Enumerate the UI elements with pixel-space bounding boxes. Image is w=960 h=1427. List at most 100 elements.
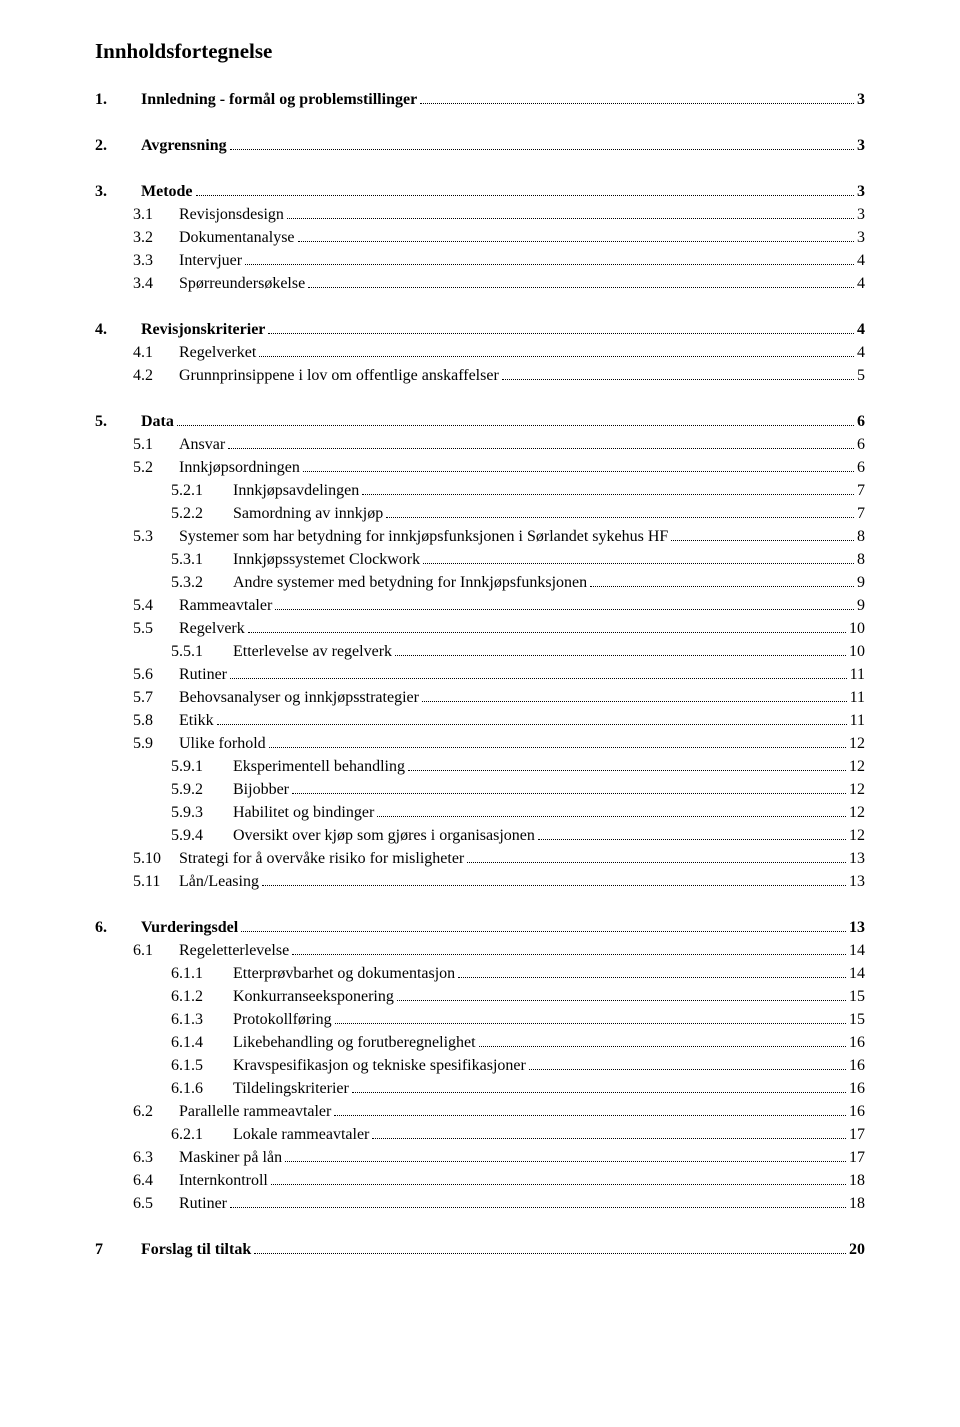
toc-entry-number: 4.2 (133, 366, 171, 386)
toc-leader-dots (467, 862, 846, 863)
toc-entry-number: 6.1.6 (171, 1079, 225, 1099)
toc-leader-dots (422, 701, 847, 702)
toc-entry: 6.Vurderingsdel13 (95, 918, 865, 938)
toc-entry: 1.Innledning - formål og problemstilling… (95, 90, 865, 110)
toc-entry-label: Rammeavtaler (171, 596, 272, 616)
toc-entry-page: 4 (857, 251, 865, 271)
toc-entry-label: Avgrensning (133, 136, 227, 156)
toc-entry-number: 3. (95, 182, 133, 202)
toc-section: 1.Innledning - formål og problemstilling… (95, 90, 865, 110)
toc-leader-dots (228, 448, 854, 449)
toc-section: 2.Avgrensning3 (95, 136, 865, 156)
toc-entry-page: 17 (849, 1148, 865, 1168)
toc-entry: 5.3.2Andre systemer med betydning for In… (95, 573, 865, 593)
toc-entry-label: Tildelingskriterier (225, 1079, 349, 1099)
toc-section: 5.Data 6 5.1Ansvar6 5.2Innkjøpsordningen6 5.… (95, 412, 865, 892)
toc-entry-label: Regelverk (171, 619, 245, 639)
toc-entry: 4.1Regelverket4 (95, 343, 865, 363)
toc-entry-number: 5.2.2 (171, 504, 225, 524)
toc-entry: 5.2.1Innkjøpsavdelingen7 (95, 481, 865, 501)
toc-entry-label: Regelverket (171, 343, 256, 363)
toc-entry-label: Innledning - formål og problemstillinger (133, 90, 417, 110)
toc-entry-number: 5.5 (133, 619, 171, 639)
toc-leader-dots (287, 218, 854, 219)
toc-entry-label: Innkjøpssystemet Clockwork (225, 550, 420, 570)
toc-leader-dots (275, 609, 854, 610)
toc-leader-dots (386, 517, 854, 518)
toc-entry-page: 4 (857, 320, 865, 340)
toc-entry-number: 6.1.2 (171, 987, 225, 1007)
toc-entry-page: 7 (857, 504, 865, 524)
toc-entry-number: 3.4 (133, 274, 171, 294)
toc-entry: 5.3.1Innkjøpssystemet Clockwork8 (95, 550, 865, 570)
toc-entry: 6.5Rutiner18 (95, 1194, 865, 1214)
toc-entry-page: 7 (857, 481, 865, 501)
toc-leader-dots (230, 678, 847, 679)
toc-entry-number: 5. (95, 412, 133, 432)
toc-entry-label: Parallelle rammeavtaler (171, 1102, 331, 1122)
toc-entry-page: 6 (857, 458, 865, 478)
toc-entry-label: Ulike forhold (171, 734, 266, 754)
toc-entry-number: 5.11 (133, 872, 171, 892)
toc-leader-dots (479, 1046, 846, 1047)
toc-entry: 5.8Etikk11 (95, 711, 865, 731)
toc-leader-dots (230, 1207, 846, 1208)
toc-entry-page: 16 (849, 1102, 865, 1122)
toc-entry: 3.2Dokumentanalyse3 (95, 228, 865, 248)
toc-entry-number: 2. (95, 136, 133, 156)
table-of-contents: 1.Innledning - formål og problemstilling… (95, 90, 865, 1260)
toc-entry-page: 10 (849, 619, 865, 639)
toc-entry: 5.2.2Samordning av innkjøp 7 (95, 504, 865, 524)
toc-entry: 5.9.1Eksperimentell behandling12 (95, 757, 865, 777)
toc-entry-page: 9 (857, 596, 865, 616)
toc-leader-dots (298, 241, 854, 242)
toc-leader-dots (362, 494, 854, 495)
toc-entry-label: Data (133, 412, 174, 432)
toc-entry-number: 1. (95, 90, 133, 110)
toc-entry-page: 17 (849, 1125, 865, 1145)
toc-entry-label: Oversikt over kjøp som gjøres i organisa… (225, 826, 535, 846)
toc-entry-number: 3.3 (133, 251, 171, 271)
toc-entry-page: 14 (849, 964, 865, 984)
toc-entry-number: 3.2 (133, 228, 171, 248)
toc-entry-page: 11 (850, 665, 865, 685)
toc-entry-label: Vurderingsdel (133, 918, 238, 938)
toc-leader-dots (196, 195, 854, 196)
toc-entry: 4.Revisjonskriterier4 (95, 320, 865, 340)
toc-entry-page: 12 (849, 803, 865, 823)
toc-entry: 5.2Innkjøpsordningen6 (95, 458, 865, 478)
toc-leader-dots (303, 471, 854, 472)
toc-entry-page: 10 (849, 642, 865, 662)
toc-entry: 6.1Regeletterlevelse14 (95, 941, 865, 961)
toc-entry-page: 4 (857, 343, 865, 363)
toc-entry-page: 9 (857, 573, 865, 593)
toc-entry-label: Maskiner på lån (171, 1148, 282, 1168)
toc-leader-dots (377, 816, 846, 817)
toc-leader-dots (408, 770, 846, 771)
toc-entry-label: Eksperimentell behandling (225, 757, 405, 777)
toc-leader-dots (335, 1023, 846, 1024)
toc-leader-dots (395, 655, 846, 656)
toc-leader-dots (285, 1161, 846, 1162)
toc-leader-dots (245, 264, 854, 265)
toc-entry-page: 12 (849, 734, 865, 754)
toc-entry-page: 5 (857, 366, 865, 386)
toc-entry-label: Konkurranseeksponering (225, 987, 394, 1007)
toc-entry-label: Rutiner (171, 665, 227, 685)
toc-entry: 5.10Strategi for å overvåke risiko for m… (95, 849, 865, 869)
toc-entry: 5.6Rutiner11 (95, 665, 865, 685)
toc-leader-dots (529, 1069, 846, 1070)
toc-entry-page: 16 (849, 1079, 865, 1099)
toc-entry-number: 6.1 (133, 941, 171, 961)
toc-entry-label: Bijobber (225, 780, 289, 800)
toc-entry-label: Samordning av innkjøp (225, 504, 383, 524)
toc-entry-page: 11 (850, 688, 865, 708)
toc-leader-dots (352, 1092, 846, 1093)
toc-entry: 3.4Spørreundersøkelse4 (95, 274, 865, 294)
toc-entry: 5.1Ansvar6 (95, 435, 865, 455)
page-title: Innholdsfortegnelse (95, 38, 865, 64)
toc-entry-number: 5.3 (133, 527, 171, 547)
toc-leader-dots (334, 1115, 846, 1116)
toc-entry-page: 18 (849, 1194, 865, 1214)
toc-entry: 5.5.1Etterlevelse av regelverk10 (95, 642, 865, 662)
